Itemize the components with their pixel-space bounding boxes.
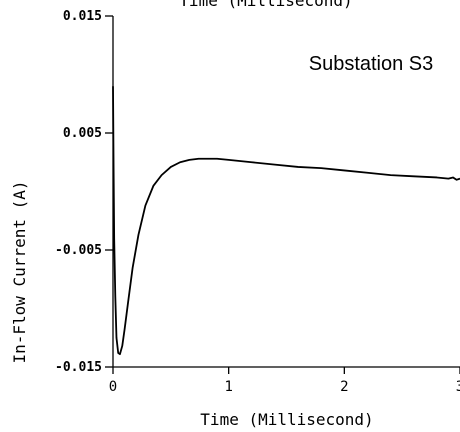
chart-title: Substation S3 [309,53,434,75]
y-tick-label: 0.005 [63,126,102,141]
x-tick-label: 1 [224,379,232,395]
series-line [112,86,460,356]
x-tick-label: 2 [340,379,348,395]
x-axis-label: Time (Millisecond) [200,410,373,429]
x-tick-label: 0 [109,379,117,395]
y-tick-label: -0.005 [55,243,102,258]
y-tick-label: -0.015 [55,360,102,375]
y-ticks: -0.015 -0.005 0.005 0.015 [55,9,113,375]
x-tick-label: 3 [456,379,460,395]
top-axis-label: Time (Millisecond) [179,0,352,10]
x-ticks: 0 1 2 3 [109,367,460,395]
y-axis-label: In-Flow Current (A) [10,180,29,363]
y-tick-label: 0.015 [63,9,102,24]
